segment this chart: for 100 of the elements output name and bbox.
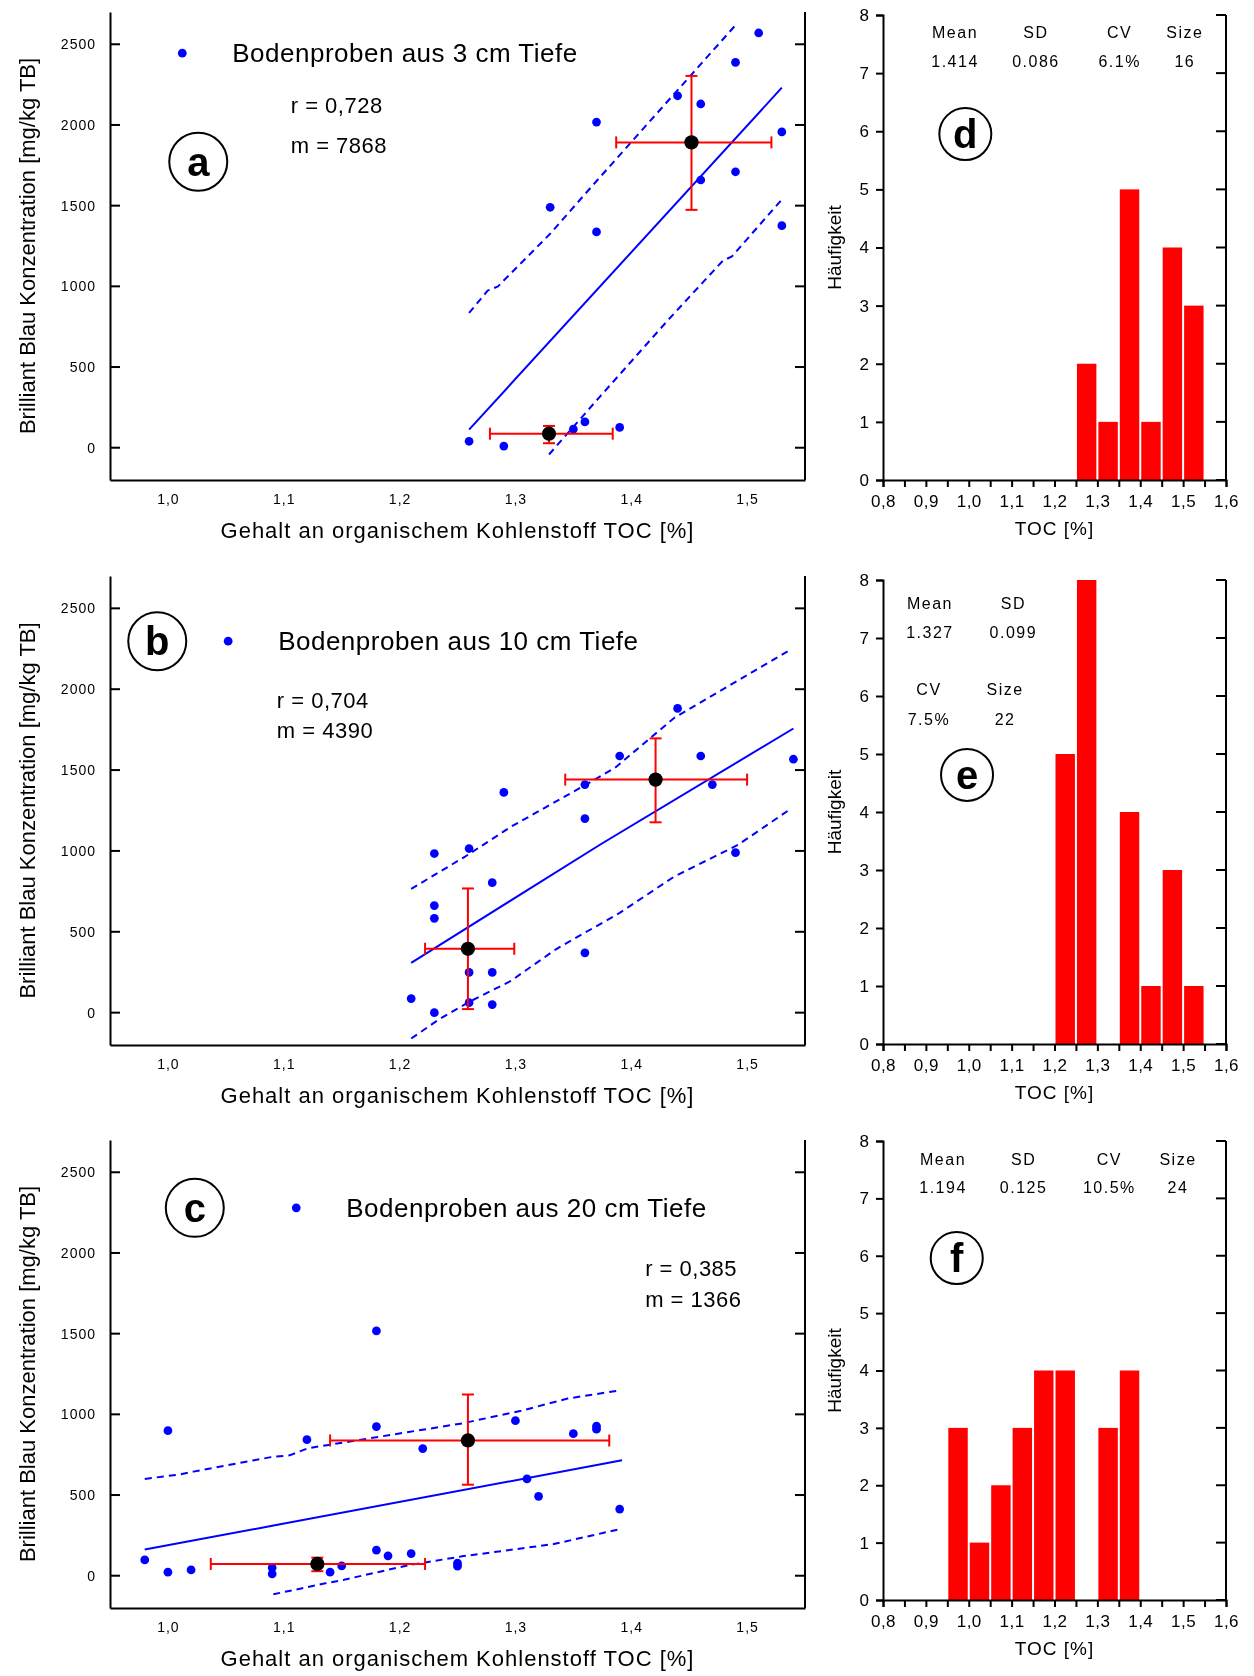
point: [673, 704, 682, 713]
x-tick-label: 1,5: [1171, 1612, 1197, 1632]
x-tick-label: 1,5: [736, 1055, 759, 1072]
y-tick-label: 2: [859, 918, 870, 938]
annotation: e: [955, 752, 979, 797]
annotation: Size: [1159, 1150, 1197, 1168]
y-tick-label: 2000: [60, 681, 96, 698]
x-tick-label: 1,5: [1171, 1056, 1197, 1076]
y-tick-label: 2500: [60, 1164, 96, 1181]
x-tick-label: 1,4: [620, 1055, 643, 1072]
annotation: 1.327: [906, 623, 954, 641]
x-tick-label: 1,0: [157, 1055, 180, 1072]
x-tick-label: 1,5: [736, 490, 759, 507]
annotation: CV: [916, 680, 942, 698]
x-tick-label: 1,6: [1213, 1056, 1240, 1076]
y-tick-label: 4: [859, 1361, 870, 1381]
point: [580, 948, 590, 958]
y-tick-label: 0: [859, 1590, 870, 1610]
annotation: m = 4390: [276, 718, 374, 744]
annotation: a: [187, 139, 211, 184]
y-tick-label: 0: [859, 470, 870, 490]
y-tick-label: 0: [87, 439, 96, 456]
annotation: r = 0,728: [290, 93, 383, 119]
point: [372, 1422, 381, 1431]
y-tick-label: 2500: [60, 36, 96, 53]
point: [302, 1435, 312, 1445]
point: [731, 848, 740, 858]
x-tick-label: 0,9: [913, 1056, 939, 1076]
y-tick-label: 1: [859, 1533, 870, 1553]
annotation: 1.194: [919, 1178, 967, 1196]
point: [731, 57, 740, 67]
point: [568, 1429, 578, 1439]
point: [615, 423, 625, 432]
point: [487, 878, 497, 887]
y-tick-label: 1000: [60, 842, 96, 859]
point: [163, 1426, 173, 1436]
x-axis-title: Gehalt an organischem Kohlenstoff TOC [%]: [220, 518, 695, 543]
y-axis-title: Häufigkeit: [824, 1327, 845, 1413]
x-tick-label: 1,4: [1128, 1056, 1154, 1076]
x-tick-label: 1,1: [999, 1612, 1025, 1632]
y-tick-label: 8: [859, 1131, 870, 1151]
point: [592, 117, 601, 127]
point: [464, 436, 474, 446]
x-axis-title: Gehalt an organischem Kohlenstoff TOC [%]: [220, 1646, 695, 1671]
x-tick-label: 1,3: [504, 490, 528, 507]
annotation: m = 7868: [290, 133, 388, 159]
annotation: CV: [1096, 1150, 1122, 1168]
point: [534, 1491, 543, 1501]
y-axis-title: Brilliant Blau Konzentration [mg/kg TB]: [15, 57, 40, 435]
point: [731, 167, 740, 177]
x-tick-label: 1,2: [388, 1618, 412, 1635]
x-tick-label: 0,9: [913, 1612, 939, 1632]
y-tick-label: 0: [87, 1004, 96, 1021]
point: [372, 1545, 381, 1555]
annotation: r = 0,385: [645, 1256, 738, 1282]
annotation: 24: [1167, 1178, 1189, 1196]
point: [777, 221, 787, 231]
point: [383, 1551, 393, 1561]
y-tick-label: 6: [859, 122, 870, 142]
y-tick-label: 500: [69, 359, 96, 376]
point: [580, 814, 590, 823]
y-axis-title: Häufigkeit: [824, 204, 845, 290]
annotation: 22: [994, 710, 1016, 728]
line-series: [143, 1389, 618, 1480]
x-tick-label: 1,2: [388, 1055, 412, 1072]
point: [429, 849, 439, 858]
point: [429, 901, 439, 910]
y-tick-label: 500: [69, 1487, 96, 1504]
annotation: SD: [1000, 594, 1026, 612]
annotation: 1.414: [931, 53, 979, 71]
x-tick-label: 1,1: [273, 1055, 296, 1072]
point: [789, 754, 798, 764]
point: [754, 28, 764, 38]
x-tick-label: 1,2: [388, 490, 412, 507]
x-tick-label: 1,1: [273, 1618, 296, 1635]
line-series: [410, 809, 789, 1040]
point: [140, 1555, 150, 1565]
y-tick-label: 2: [859, 1476, 870, 1496]
y-tick-label: 1000: [60, 278, 96, 295]
point: [684, 135, 699, 150]
point: [163, 1567, 173, 1577]
y-tick-label: 5: [859, 1304, 870, 1324]
x-tick-label: 1,4: [620, 1618, 643, 1635]
point: [696, 751, 706, 761]
point: [464, 844, 474, 853]
x-tick-label: 1,3: [504, 1618, 528, 1635]
x-tick-label: 1,1: [999, 1056, 1025, 1076]
y-tick-label: 8: [859, 570, 870, 590]
x-tick-label: 1,5: [1171, 492, 1197, 512]
point: [580, 417, 590, 427]
annotation: 6.1%: [1098, 53, 1141, 71]
point: [615, 1504, 625, 1514]
annotation: 0.125: [999, 1178, 1048, 1196]
y-tick-label: 0: [87, 1567, 96, 1584]
x-tick-label: 0,8: [870, 1056, 897, 1076]
x-tick-label: 0,8: [870, 492, 897, 512]
annotation: m = 1366: [645, 1286, 742, 1312]
point: [325, 1567, 335, 1577]
point: [511, 1416, 520, 1425]
x-tick-label: 1,5: [736, 1618, 759, 1635]
